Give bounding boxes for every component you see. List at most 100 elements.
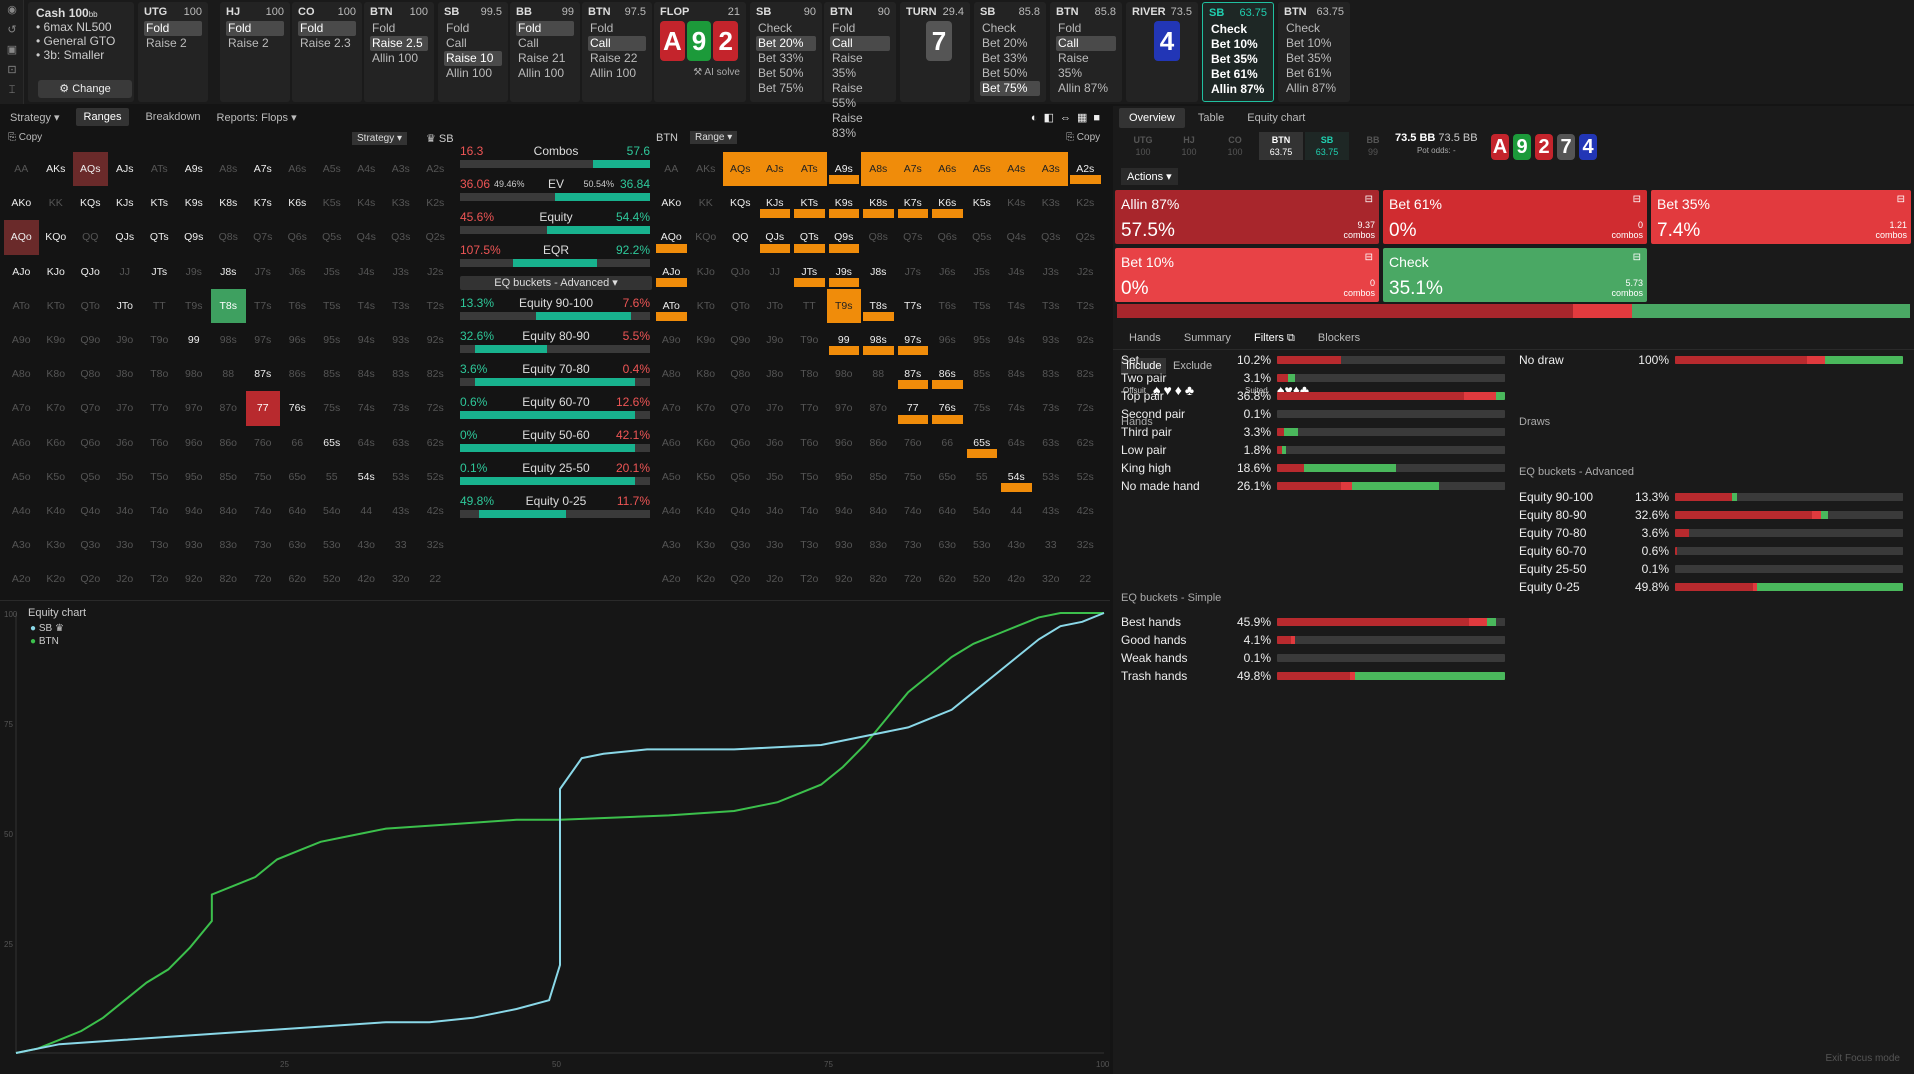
action-item[interactable]: Raise 2 — [228, 36, 269, 50]
hand-cell[interactable]: 85o — [869, 470, 888, 483]
hand-cell[interactable]: K8o — [46, 368, 66, 381]
hand-cell[interactable]: 63o — [288, 539, 307, 552]
hand-cell[interactable]: T3s — [1041, 299, 1060, 312]
hand-cell[interactable]: 99 — [827, 323, 862, 357]
hand-cell[interactable]: Q7s — [253, 231, 273, 244]
hand-cell[interactable]: 83o — [869, 539, 888, 552]
hand-cell[interactable]: Q7o — [730, 402, 751, 415]
hand-cell[interactable]: 92o — [834, 573, 853, 586]
hand-cell[interactable]: K9s — [184, 197, 203, 210]
hand-cell[interactable]: 63s — [1042, 436, 1060, 449]
hand-cell[interactable]: K8s — [861, 186, 896, 220]
hand-cell[interactable]: A6o — [661, 436, 681, 449]
hand-cell[interactable]: A6s — [288, 163, 307, 176]
hand-cell[interactable]: 76s — [288, 402, 306, 415]
hand-cell[interactable]: AQs — [73, 152, 108, 187]
hand-cell[interactable]: KQo — [695, 231, 717, 244]
hand-cell[interactable]: 52o — [322, 573, 341, 586]
hand-cell[interactable]: Q6s — [287, 231, 307, 244]
hand-cell[interactable]: QJs — [758, 220, 793, 254]
hand-cell[interactable]: K5s — [322, 197, 341, 210]
hand-cell[interactable]: AQs — [723, 152, 758, 187]
copy-right[interactable]: ⎘ Copy — [1066, 132, 1101, 143]
action-item[interactable]: Allin 87% — [1286, 81, 1337, 95]
action-item[interactable]: Bet 75% — [980, 81, 1040, 96]
filter-row[interactable]: Set 10.2% — [1121, 353, 1505, 367]
hand-cell[interactable]: J4o — [116, 504, 134, 517]
hand-cell[interactable]: 93o — [184, 539, 203, 552]
hand-cell[interactable]: 43s — [392, 504, 410, 517]
hand-cell[interactable]: 42s — [1076, 504, 1094, 517]
hand-cell[interactable]: 74s — [1007, 402, 1025, 415]
hand-cell[interactable]: 95o — [184, 470, 203, 483]
hand-cell[interactable]: T4o — [800, 504, 819, 517]
hand-cell[interactable]: K6s — [288, 197, 307, 210]
hand-cell[interactable]: AA — [14, 163, 29, 176]
hand-cell[interactable]: 62o — [288, 573, 307, 586]
filter-row[interactable]: Best hands 45.9% — [1121, 615, 1505, 629]
hand-cell[interactable]: J6s — [289, 265, 306, 278]
hand-cell[interactable]: A8o — [661, 368, 681, 381]
detail-icon[interactable]: ⊟ — [1632, 252, 1641, 263]
filter-row[interactable]: No made hand 26.1% — [1121, 479, 1505, 493]
hand-cell[interactable]: 82o — [869, 573, 888, 586]
hand-cell[interactable]: A6s — [930, 152, 965, 187]
action-item[interactable]: Fold — [298, 21, 356, 36]
hand-cell[interactable]: 82o — [219, 573, 238, 586]
action-item[interactable]: Call — [446, 36, 467, 50]
hand-cell[interactable]: QJo — [730, 265, 750, 278]
action-item[interactable]: Bet 20% — [756, 36, 816, 51]
hand-cell[interactable]: J3s — [1042, 265, 1059, 278]
hand-cell[interactable]: T2o — [150, 573, 169, 586]
filter-row[interactable]: Equity 90-100 13.3% — [1519, 490, 1903, 504]
hand-cell[interactable]: 83o — [219, 539, 238, 552]
hand-cell[interactable]: AKo — [661, 197, 682, 210]
hand-cell[interactable]: 94o — [834, 504, 853, 517]
hand-cell[interactable]: T4o — [150, 504, 169, 517]
hand-cell[interactable]: K4o — [46, 504, 66, 517]
hand-cell[interactable]: 54s — [357, 470, 375, 483]
hand-cell[interactable]: QTo — [730, 299, 750, 312]
hand-cell[interactable]: 22 — [1079, 573, 1092, 586]
hand-cell[interactable]: K6o — [46, 436, 66, 449]
hand-cell[interactable]: QTs — [792, 220, 827, 254]
hand-cell[interactable]: T3o — [800, 539, 819, 552]
action-item[interactable]: Fold — [590, 21, 614, 35]
action-item[interactable]: Bet 50% — [982, 66, 1028, 80]
hand-cell[interactable]: KK — [48, 197, 63, 210]
hand-cell[interactable]: J7o — [116, 402, 134, 415]
action-item[interactable]: Fold — [1058, 21, 1082, 35]
hand-cell[interactable]: T9o — [800, 334, 819, 347]
hand-cell[interactable]: Q2s — [425, 231, 445, 244]
hand-cell[interactable]: T5o — [150, 470, 169, 483]
action-item[interactable]: Bet 20% — [982, 36, 1028, 50]
hand-cell[interactable]: 74s — [357, 402, 375, 415]
hand-cell[interactable]: 86s — [930, 357, 965, 391]
hand-cell[interactable]: Q8s — [868, 231, 888, 244]
hand-cell[interactable]: 82s — [426, 368, 444, 381]
action-item[interactable]: Allin 100 — [446, 66, 493, 80]
hand-cell[interactable]: Q4s — [1006, 231, 1026, 244]
hand-cell[interactable]: 94o — [184, 504, 203, 517]
hand-cell[interactable]: KTo — [696, 299, 715, 312]
hand-cell[interactable]: 52s — [1076, 470, 1094, 483]
hand-cell[interactable]: A8s — [219, 163, 238, 176]
copy-left[interactable]: ⎘ Copy — [8, 132, 43, 143]
hand-cell[interactable]: KTs — [792, 186, 827, 220]
hand-cell[interactable]: K6o — [696, 436, 716, 449]
include-button[interactable]: Include — [1121, 358, 1167, 374]
hand-cell[interactable]: T6s — [938, 299, 956, 312]
hand-cell[interactable]: A2s — [1068, 152, 1103, 186]
hand-cell[interactable]: A5s — [322, 163, 341, 176]
hand-cell[interactable]: A2s — [426, 163, 445, 176]
hand-cell[interactable]: J7o — [766, 402, 784, 415]
action-item[interactable]: Raise 83% — [832, 111, 863, 140]
filter-row[interactable]: Equity 60-70 0.6% — [1519, 544, 1903, 558]
hand-cell[interactable]: 76o — [903, 436, 922, 449]
hand-cell[interactable]: 74o — [903, 504, 922, 517]
filter-row[interactable]: Trash hands 49.8% — [1121, 669, 1505, 683]
action-item[interactable]: Bet 35% — [1286, 51, 1332, 65]
hand-cell[interactable]: J8s — [870, 265, 887, 278]
hand-cell[interactable]: 96s — [938, 334, 956, 347]
hand-cell[interactable]: Q5s — [322, 231, 342, 244]
